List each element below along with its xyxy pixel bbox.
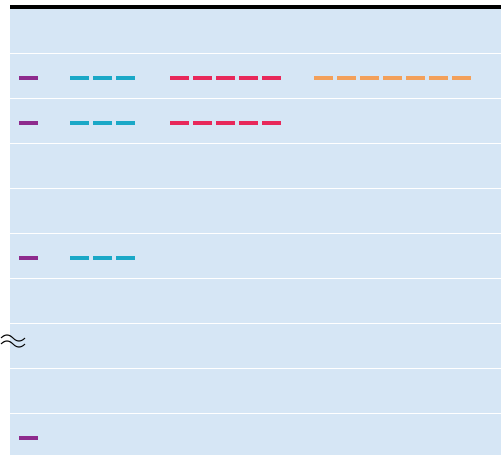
row-9 — [10, 369, 501, 414]
cyan-dash — [93, 256, 112, 260]
row-2 — [10, 54, 501, 99]
row-10 — [10, 414, 501, 459]
crimson-dash — [262, 121, 281, 125]
cyan-dash — [93, 76, 112, 80]
row-separator — [10, 233, 501, 234]
crimson-dash — [193, 121, 212, 125]
purple-dash — [19, 256, 38, 260]
row-separator — [10, 323, 501, 324]
cyan-dash — [70, 256, 89, 260]
diagram-board — [10, 5, 501, 455]
row-8 — [10, 324, 501, 369]
crimson-dash — [216, 76, 235, 80]
row-separator — [10, 98, 501, 99]
row-separator — [10, 53, 501, 54]
wavy-break-icon — [0, 334, 26, 348]
row-6 — [10, 234, 501, 279]
cyan-dash — [70, 76, 89, 80]
cyan-dash — [116, 121, 135, 125]
crimson-dash — [170, 121, 189, 125]
purple-dash — [19, 121, 38, 125]
row-3 — [10, 99, 501, 144]
crimson-dash — [262, 76, 281, 80]
row-separator — [10, 143, 501, 144]
orange-dash — [429, 76, 448, 80]
orange-dash — [383, 76, 402, 80]
cyan-dash — [93, 121, 112, 125]
row-7 — [10, 279, 501, 324]
row-separator — [10, 188, 501, 189]
purple-dash — [19, 436, 38, 440]
crimson-dash — [170, 76, 189, 80]
orange-dash — [406, 76, 425, 80]
cyan-dash — [116, 256, 135, 260]
row-5 — [10, 189, 501, 234]
row-separator — [10, 368, 501, 369]
orange-dash — [452, 76, 471, 80]
crimson-dash — [216, 121, 235, 125]
cyan-dash — [70, 121, 89, 125]
crimson-dash — [239, 121, 258, 125]
purple-dash — [19, 76, 38, 80]
orange-dash — [360, 76, 379, 80]
orange-dash — [337, 76, 356, 80]
cyan-dash — [116, 76, 135, 80]
crimson-dash — [193, 76, 212, 80]
crimson-dash — [239, 76, 258, 80]
row-separator — [10, 278, 501, 279]
row-separator — [10, 413, 501, 414]
row-4 — [10, 144, 501, 189]
orange-dash — [314, 76, 333, 80]
row-1 — [10, 9, 501, 54]
